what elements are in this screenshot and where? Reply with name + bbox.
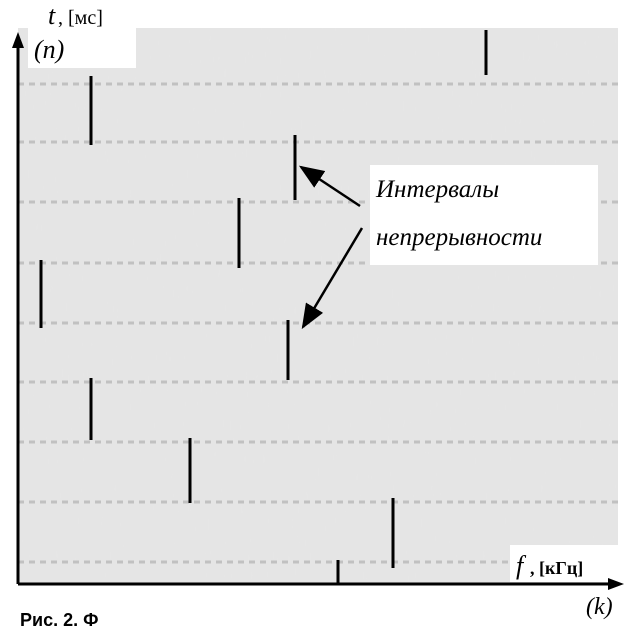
x-label: f — [516, 551, 527, 580]
caption: Рис. 2. Ф — [20, 610, 98, 628]
annotation-line: непрерывности — [376, 224, 542, 251]
y-label: t — [48, 1, 56, 30]
axes — [16, 42, 612, 586]
annotation-box — [370, 165, 598, 265]
x-index: (k) — [586, 594, 613, 620]
continuity-segments — [39, 30, 488, 583]
y-unit: , [мс] — [58, 7, 103, 29]
annotation-line: Интервалы — [375, 176, 499, 203]
arrows — [298, 165, 364, 330]
y-label-box — [28, 0, 136, 68]
x-unit: , [кГц] — [530, 558, 583, 578]
x-label-box — [510, 545, 618, 582]
y-arrowhead — [12, 32, 24, 48]
y-index: (n) — [34, 35, 64, 64]
x-arrowhead — [608, 578, 624, 590]
